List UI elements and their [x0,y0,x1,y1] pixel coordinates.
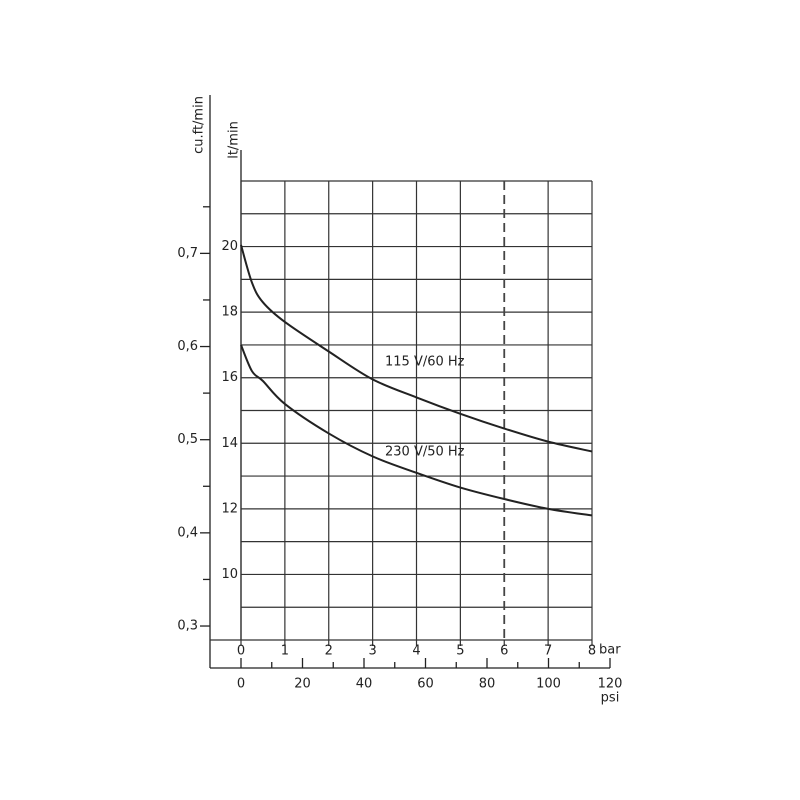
x-label: bar [599,643,621,658]
x2-tick-label: 60 [417,677,434,692]
x-tick-label: 4 [412,644,420,659]
series-label: 115 V/60 Hz [385,355,465,370]
y-tick-label: 10 [221,567,238,582]
curve [240,244,593,453]
x-tick-label: 1 [281,644,289,659]
x2-tick-label: 0 [237,677,245,692]
y-tick-label: 20 [221,239,238,254]
x-tick-label: 5 [456,644,464,659]
y2-tick-label: 0,5 [177,432,198,447]
y2-label: cu.ft/min [192,96,207,154]
x2-label: psi [601,691,620,706]
x2-tick-label: 100 [536,677,561,692]
x-tick-label: 0 [237,644,245,659]
x2-tick-label: 20 [294,677,311,692]
y-tick-label: 12 [221,501,238,516]
x2-tick-label: 40 [356,677,373,692]
y2-tick-label: 0,6 [177,339,198,354]
x2-tick-label: 120 [598,677,623,692]
y-label: lt/min [227,121,242,159]
x-tick-label: 6 [500,644,508,659]
y2-tick-label: 0,4 [177,525,198,540]
x-tick-label: 2 [325,644,333,659]
x-tick-label: 7 [544,644,552,659]
y2-tick-label: 0,3 [177,619,198,634]
x-tick-label: 8 [588,644,596,659]
x2-tick-label: 80 [479,677,496,692]
series-label: 230 V/50 Hz [385,445,465,460]
y2-tick-label: 0,7 [177,246,198,261]
y-tick-label: 16 [221,370,238,385]
x-tick-label: 3 [368,644,376,659]
y-tick-label: 14 [221,436,238,451]
curve [240,344,593,517]
y-tick-label: 18 [221,305,238,320]
